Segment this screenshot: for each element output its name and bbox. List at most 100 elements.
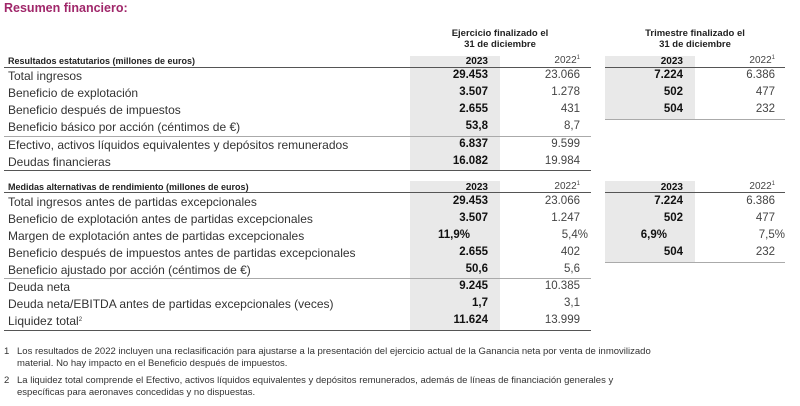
value-q2023: 7.224 [654, 195, 683, 207]
row-label: Beneficio después de impuestos antes de … [8, 246, 356, 260]
value-q2023: 502 [663, 86, 683, 98]
quarter-header-line2: 31 de diciembre [659, 39, 731, 50]
value-2022: 1.278 [551, 86, 580, 98]
value-2023: 16.082 [452, 155, 488, 167]
value-2022: 9.599 [551, 138, 580, 150]
value-q2022: 477 [755, 212, 775, 224]
rule [4, 278, 591, 279]
value-2023: 53,8 [465, 120, 488, 132]
footnote-2-line2: específicas para aeronaves concedidas y … [17, 387, 256, 398]
footnote-1-line2: material. No hay impacto en el Beneficio… [17, 358, 288, 369]
footnote-1-line1: Los resultados de 2022 incluyen una recl… [17, 346, 651, 357]
row-label: Beneficio de explotación [8, 86, 139, 100]
col-2022-quarter: 20221 [695, 55, 775, 66]
rule [605, 192, 785, 193]
shade-quarter-2023-s2 [605, 181, 695, 262]
value-2022: 402 [560, 246, 580, 258]
footnote-ref: 2 [78, 317, 83, 323]
col-2023-quarter: 2023 [660, 182, 683, 193]
value-2023: 50,6 [465, 263, 488, 275]
value-2022: 19.984 [544, 155, 580, 167]
footnote-ref: 1 [771, 181, 775, 187]
quarter-header-line1: Trimestre finalizado el [645, 28, 745, 39]
rule [4, 67, 591, 68]
value-q2022: 6.386 [746, 195, 775, 207]
value-2023: 3.507 [459, 212, 488, 224]
value-2023: 3.507 [459, 86, 488, 98]
footnote-ref: 1 [771, 55, 775, 61]
value-2022: 8,7 [564, 120, 580, 132]
row-label: Beneficio básico por acción (céntimos de… [8, 120, 241, 134]
footnote-1-num: 1 [4, 346, 10, 357]
footnote-ref: 1 [576, 55, 580, 61]
value-2022: 5,6 [564, 263, 580, 275]
value-q2023: 502 [663, 212, 683, 224]
value-2023: 1,7 [472, 297, 488, 309]
value-q2023: 7.224 [654, 69, 683, 81]
value-2022: 23.066 [544, 69, 580, 81]
rule [4, 330, 591, 331]
value-2023: 2.655 [459, 103, 488, 115]
value-2022: 431 [560, 103, 580, 115]
value-2023: 6.837 [459, 138, 488, 150]
row-label: Liquidez total2 [8, 314, 82, 328]
row-label: Beneficio después de impuestos [8, 103, 181, 117]
rule [605, 67, 785, 68]
footnote-2-num: 2 [4, 375, 10, 386]
row-label: Total ingresos antes de partidas excepci… [8, 195, 257, 209]
quarter-header: Trimestre finalizado el 31 de diciembre [605, 28, 785, 50]
value-q2023: 6,9% [640, 229, 667, 241]
annual-header-line2: 31 de diciembre [464, 39, 536, 50]
value-2022: 23.066 [544, 195, 580, 207]
rule [4, 192, 591, 193]
col-2022-quarter: 20221 [695, 181, 775, 192]
col-2022-label: 2022 [554, 181, 577, 192]
value-2022: 5,4% [561, 229, 588, 241]
section-title-apm: Medidas alternativas de rendimiento (mil… [8, 182, 249, 192]
value-2023: 11,9% [438, 229, 470, 241]
shade-annual-2023-s1 [410, 56, 500, 170]
rule [605, 262, 785, 263]
annual-header-line1: Ejercicio finalizado el [451, 28, 549, 39]
rule [4, 170, 591, 171]
value-2022: 3,1 [564, 297, 580, 309]
value-2023: 29.453 [452, 69, 488, 81]
col-2022-label: 2022 [749, 181, 772, 192]
rule [605, 119, 785, 120]
section-title-statutory: Resultados estatutarios (millones de eur… [8, 56, 196, 66]
value-2023: 29.453 [452, 195, 488, 207]
value-q2023: 504 [663, 246, 683, 258]
value-q2022: 232 [755, 103, 775, 115]
rule [4, 136, 591, 137]
col-2023-annual: 2023 [465, 56, 488, 67]
footnote-ref: 1 [576, 181, 580, 187]
page-title: Resumen financiero: [4, 1, 128, 15]
value-q2022: 7,5% [758, 229, 785, 241]
footnote-2-line1: La liquidez total comprende el Efectivo,… [17, 375, 614, 386]
footnote-1: Los resultados de 2022 incluyen una recl… [17, 346, 651, 370]
shade-annual-2023-s2 [410, 181, 500, 330]
row-label: Margen de explotación antes de partidas … [8, 229, 305, 243]
value-q2023: 504 [663, 103, 683, 115]
row-label-text: Liquidez total [8, 314, 79, 328]
value-2023: 2.655 [459, 246, 488, 258]
value-2022: 1.247 [551, 212, 580, 224]
row-label: Deudas financieras [8, 155, 111, 169]
row-label: Total ingresos [8, 69, 83, 83]
row-label: Deuda neta/EBITDA antes de partidas exce… [8, 297, 334, 311]
row-label: Beneficio de explotación antes de partid… [8, 212, 313, 226]
col-2022-label: 2022 [749, 55, 772, 66]
value-q2022: 477 [755, 86, 775, 98]
col-2022-label: 2022 [554, 55, 577, 66]
row-label: Deuda neta [8, 280, 71, 294]
col-2023-annual: 2023 [465, 182, 488, 193]
col-2022-annual: 20221 [500, 181, 580, 192]
col-2023-quarter: 2023 [660, 56, 683, 67]
row-label: Beneficio ajustado por acción (céntimos … [8, 263, 251, 277]
row-label: Efectivo, activos líquidos equivalentes … [8, 138, 349, 152]
footnote-2: La liquidez total comprende el Efectivo,… [17, 375, 613, 399]
value-2023: 9.245 [459, 280, 488, 292]
value-2022: 10.385 [544, 280, 580, 292]
col-2022-annual: 20221 [500, 55, 580, 66]
shade-quarter-2023-s1 [605, 56, 695, 119]
